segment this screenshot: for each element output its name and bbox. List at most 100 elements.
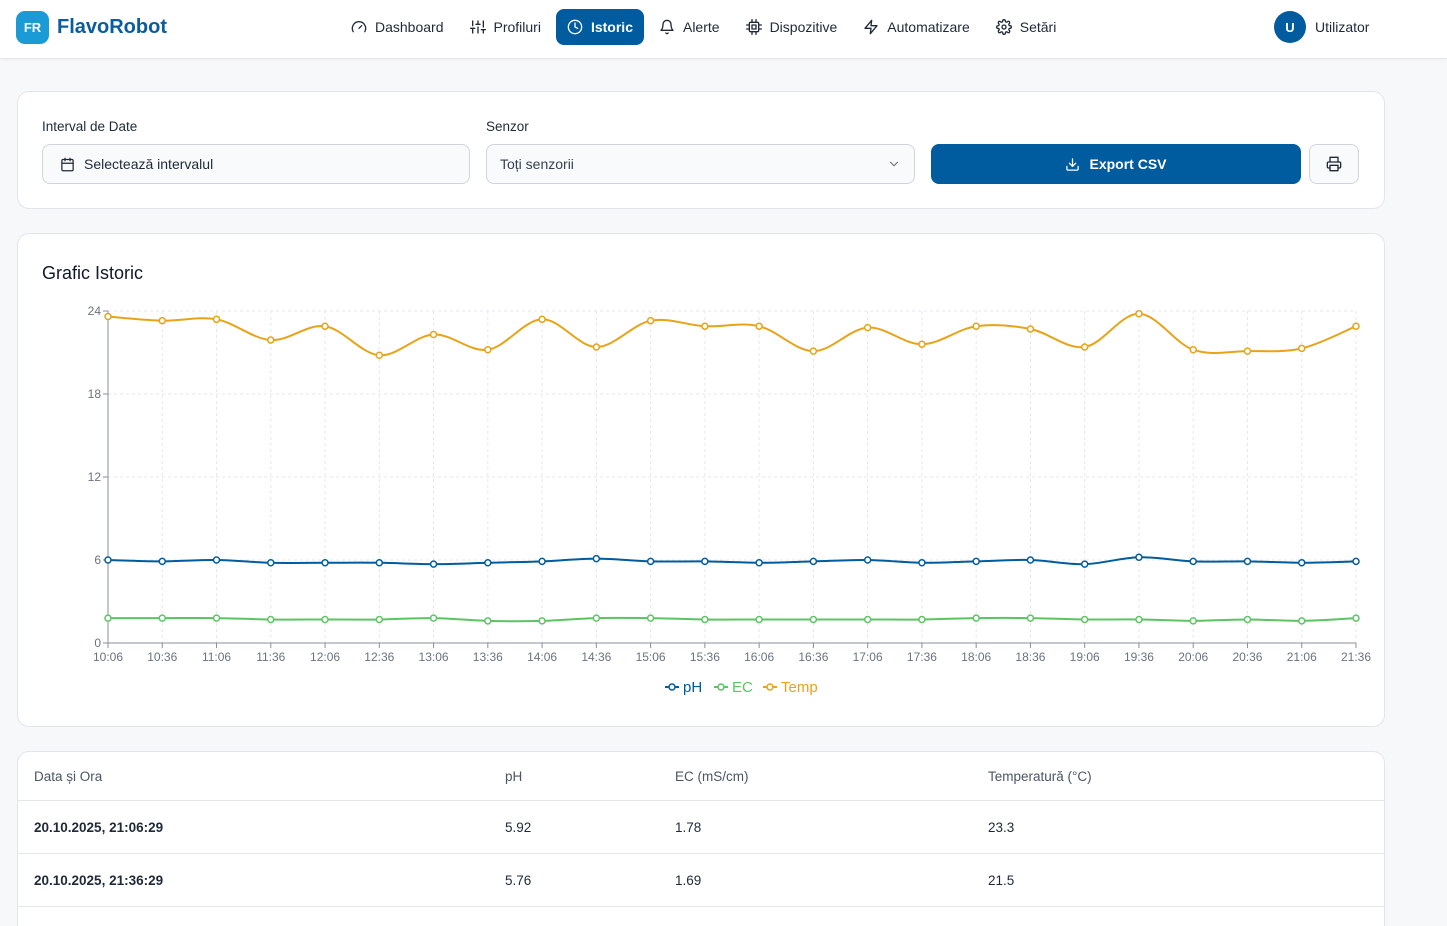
x-tick-label: 16:36 <box>798 650 828 664</box>
x-tick-label: 12:36 <box>364 650 394 664</box>
x-tick-label: 13:06 <box>419 650 449 664</box>
data-point-ec <box>104 614 112 622</box>
export-csv-label: Export CSV <box>1089 156 1167 172</box>
data-point-temp <box>1352 322 1360 330</box>
cell-temp: 21.5 <box>988 873 1015 888</box>
top-navbar: FR FlavoRobot Dashboard Profiluri Istori… <box>0 0 1447 59</box>
chart-title: Grafic Istoric <box>42 263 144 283</box>
nav-dispozitive[interactable]: Dispozitive <box>735 9 849 45</box>
legend-marker-temp <box>766 683 774 691</box>
data-point-ec <box>755 615 763 624</box>
nav-automatizare[interactable]: Automatizare <box>852 9 980 45</box>
data-point-temp <box>592 343 601 351</box>
x-tick-label: 17:36 <box>907 650 937 664</box>
table-header-row: Data și Ora pH EC (mS/cm) Temperatură (°… <box>18 752 1384 801</box>
x-tick-label: 11:06 <box>202 650 231 664</box>
export-csv-button[interactable]: Export CSV <box>931 144 1301 184</box>
data-point-ec <box>1080 615 1089 624</box>
printer-icon <box>1326 156 1342 172</box>
data-point-ph <box>212 556 221 564</box>
legend-marker-ph <box>668 683 676 691</box>
data-point-ph <box>104 556 112 564</box>
print-button[interactable] <box>1309 144 1359 184</box>
data-point-ec <box>1189 617 1197 625</box>
x-tick-label: 21:36 <box>1341 650 1371 664</box>
data-point-temp <box>755 322 763 330</box>
data-point-ph <box>592 554 601 563</box>
data-point-ec <box>212 614 221 622</box>
data-point-ph <box>375 559 384 567</box>
x-tick-label: 17:06 <box>853 650 883 664</box>
nav-istoric[interactable]: Istoric <box>555 9 644 45</box>
history-table: Data și Ora pH EC (mS/cm) Temperatură (°… <box>17 751 1385 926</box>
data-point-temp <box>1135 310 1143 318</box>
nav-profiluri-label: Profiluri <box>493 19 541 35</box>
x-tick-label: 14:36 <box>581 650 611 664</box>
data-point-ec <box>646 614 655 622</box>
nav-dashboard[interactable]: Dashboard <box>340 9 455 45</box>
sensor-select[interactable]: Toți senzorii <box>486 144 915 184</box>
x-tick-label: 12:06 <box>310 650 340 664</box>
col-header-temp: Temperatură (°C) <box>988 769 1092 784</box>
data-point-ph <box>429 560 438 568</box>
clock-icon <box>567 19 583 35</box>
history-line-chart: 0 6 12 18 24 10:06 10:36 11:06 11:36 12:06 12:36 13… <box>88 304 1372 696</box>
x-tick-label: 19:06 <box>1070 650 1100 664</box>
data-point-temp <box>538 315 546 324</box>
data-point-temp <box>429 330 438 339</box>
series-line-temp <box>107 312 1357 357</box>
data-point-ph <box>1352 557 1360 566</box>
y-tick-label: 24 <box>88 304 102 318</box>
nav-setari[interactable]: Setări <box>985 9 1068 45</box>
legend-label-ph: pH <box>683 679 702 696</box>
x-tick-label: 21:06 <box>1287 650 1317 664</box>
data-point-ph <box>1297 559 1306 567</box>
data-point-temp <box>158 316 167 325</box>
chevron-down-icon <box>889 161 899 167</box>
date-range-button[interactable]: Selectează intervalul <box>42 144 470 184</box>
legend-marker-ec <box>717 683 725 691</box>
sliders-icon <box>469 20 486 34</box>
x-tick-label: 20:06 <box>1178 650 1208 664</box>
data-point-temp <box>972 322 980 330</box>
data-point-ec <box>1026 614 1035 622</box>
data-point-ph <box>1026 556 1035 564</box>
data-point-ec <box>701 615 709 624</box>
legend-label-temp: Temp <box>781 679 818 696</box>
data-point-temp <box>375 351 384 360</box>
data-point-ec <box>592 614 601 622</box>
data-point-temp <box>809 347 818 355</box>
data-point-temp <box>701 322 709 330</box>
nav-alerte-label: Alerte <box>682 19 720 35</box>
series-line-ph <box>107 556 1357 566</box>
cell-ph: 5.76 <box>505 873 532 888</box>
col-header-datetime: Data și Ora <box>34 769 103 784</box>
data-point-temp <box>212 315 221 324</box>
y-tick-label: 12 <box>88 470 102 484</box>
nav-dashboard-label: Dashboard <box>375 19 444 35</box>
cell-temp: 23.3 <box>988 820 1015 835</box>
nav-automatizare-label: Automatizare <box>887 19 970 35</box>
data-point-ph <box>1135 553 1143 561</box>
lightning-icon <box>864 19 878 35</box>
data-point-ph <box>538 557 546 566</box>
cell-ph: 5.92 <box>505 820 532 835</box>
gauge-icon <box>351 21 367 33</box>
data-point-temp <box>1243 347 1252 355</box>
data-point-ec <box>918 615 926 624</box>
avatar: U <box>1274 11 1306 43</box>
data-point-ec <box>972 614 980 622</box>
data-point-temp <box>321 322 329 330</box>
x-tick-label: 16:06 <box>744 650 774 664</box>
data-point-ph <box>701 557 709 566</box>
data-point-ph <box>158 557 167 566</box>
cell-ec: 1.78 <box>675 820 702 835</box>
brand[interactable]: FR FlavoRobot <box>16 11 167 44</box>
data-point-temp <box>863 323 872 332</box>
nav-alerte[interactable]: Alerte <box>648 9 731 45</box>
user-menu[interactable]: U Utilizator <box>1274 11 1369 43</box>
nav-profiluri[interactable]: Profiluri <box>459 9 552 45</box>
data-point-temp <box>646 316 655 325</box>
data-point-ec <box>429 614 438 622</box>
data-point-temp <box>484 345 492 354</box>
